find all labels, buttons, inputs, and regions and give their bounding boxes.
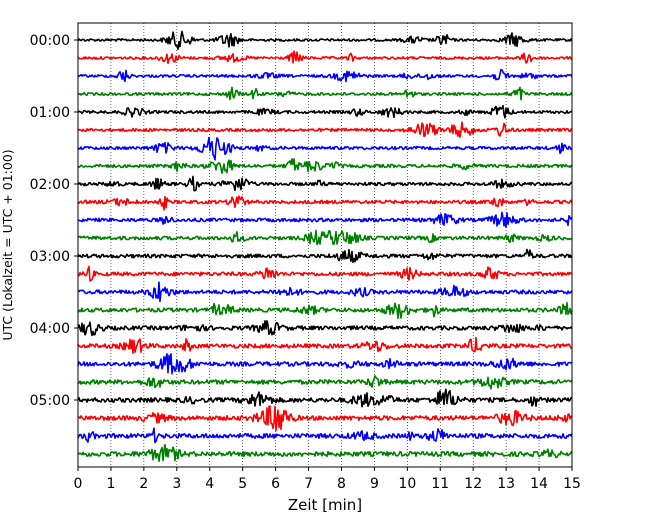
- seismic-trace: [77, 248, 573, 264]
- y-axis-label: UTC (Lokalzeit = UTC + 01:00): [0, 149, 15, 340]
- seismic-trace: [77, 427, 573, 444]
- x-tick-label: 9: [370, 476, 379, 492]
- seismic-trace: [77, 50, 573, 65]
- x-tick-label: 15: [563, 476, 581, 492]
- x-tick-label: 8: [337, 476, 346, 492]
- x-axis: 0 1 2 3 4 5 6 7 8 9 10 11 12 13 14 15: [74, 467, 581, 492]
- seismic-trace: [77, 353, 573, 375]
- seismic-trace: [77, 68, 573, 83]
- y-tick-label: 05:00: [30, 393, 70, 409]
- x-tick-label: 3: [172, 476, 181, 492]
- y-axis: 00:00 01:00 02:00 03:00 04:00 05:00: [30, 33, 78, 409]
- y-tick-label: 00:00: [30, 33, 70, 49]
- y-tick-label: 01:00: [30, 105, 70, 121]
- seismic-trace: [77, 175, 573, 192]
- trace-group: [77, 30, 573, 463]
- x-tick-label: 6: [271, 476, 280, 492]
- x-tick-label: 14: [530, 476, 548, 492]
- seismic-trace: [77, 104, 573, 119]
- seismic-trace: [77, 121, 573, 138]
- seismic-trace: [77, 301, 573, 320]
- x-tick-label: 0: [74, 476, 83, 492]
- seismic-trace: [77, 320, 573, 337]
- seismic-trace: [77, 136, 573, 161]
- x-tick-label: 12: [464, 476, 482, 492]
- y-tick-label: 03:00: [30, 249, 70, 265]
- x-tick-label: 13: [497, 476, 515, 492]
- seismic-trace: [77, 375, 573, 390]
- vertical-grid: [110, 23, 540, 467]
- x-tick-label: 2: [139, 476, 148, 492]
- y-tick-label: 02:00: [30, 177, 70, 193]
- seismic-trace: [77, 195, 573, 211]
- plot-frame: [77, 22, 573, 468]
- seismic-trace: [77, 211, 573, 229]
- seismic-trace: [77, 336, 573, 354]
- seismic-trace: [77, 30, 573, 51]
- x-tick-label: 5: [238, 476, 247, 492]
- seismic-trace: [77, 86, 573, 101]
- x-tick-label: 4: [205, 476, 214, 492]
- seismic-trace: [77, 229, 573, 246]
- seismic-trace: [77, 405, 573, 432]
- seismic-trace: [77, 281, 573, 303]
- seismic-trace: [77, 265, 573, 282]
- x-tick-label: 7: [304, 476, 313, 492]
- seismic-trace: [77, 388, 573, 408]
- x-tick-label: 10: [398, 476, 416, 492]
- y-tick-label: 04:00: [30, 321, 70, 337]
- x-axis-label: Zeit [min]: [288, 496, 362, 514]
- x-tick-label: 1: [106, 476, 115, 492]
- seismic-trace: [77, 443, 573, 463]
- x-tick-label: 11: [431, 476, 449, 492]
- seismic-trace: [77, 158, 573, 175]
